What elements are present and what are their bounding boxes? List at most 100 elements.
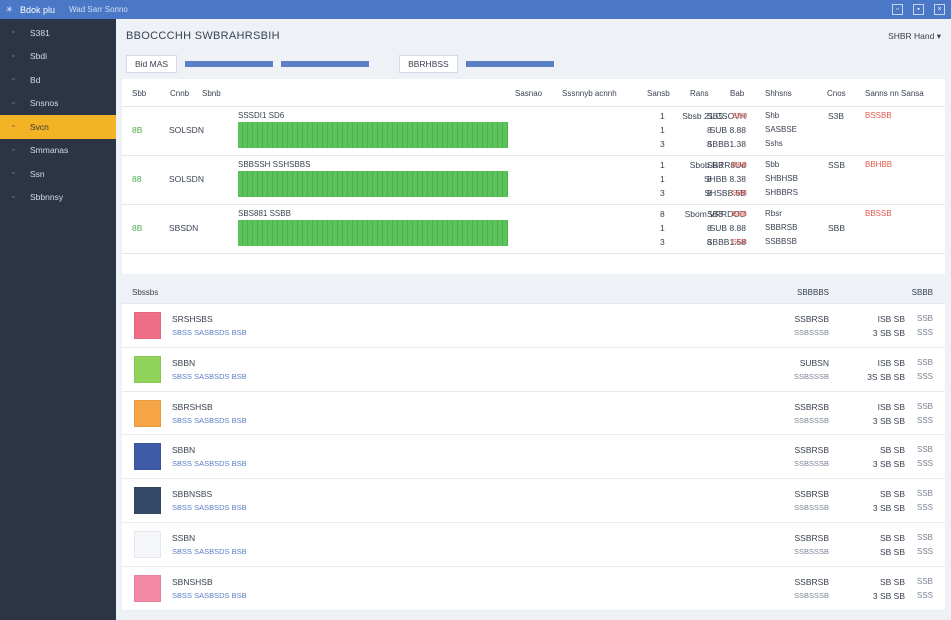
item-value: SSBRSB: [794, 401, 830, 412]
progress-label: SBS881 SSBB: [238, 209, 291, 218]
progress-label: SSSDI1 SD6: [238, 111, 285, 120]
cell-st: Sshs: [765, 139, 783, 148]
item-amount-sub: 3 SB SB: [872, 415, 905, 426]
item-value-sub: SSBSSSB: [793, 459, 829, 469]
list-item[interactable]: SBBNSBS SBSS SASBSDS BSB SSBRSB SSBSSSB SB S…: [122, 479, 945, 523]
column-header[interactable]: Sssnnyb acnnh: [562, 89, 617, 98]
title-bar: ✳ Bdok plu Wad Sarr Sonno ▫ ▪ ×: [0, 0, 951, 19]
column-header[interactable]: Cnos: [827, 89, 846, 98]
row-date: SOLSDN: [169, 125, 204, 135]
sidebar-item-5[interactable]: ▫ Smmanas: [0, 139, 116, 163]
tab-bar-2[interactable]: [281, 61, 370, 67]
cell-n1: 1: [660, 174, 665, 184]
color-swatch: [134, 355, 161, 383]
user-menu[interactable]: SHBR Hand ▾: [888, 30, 941, 41]
column-header[interactable]: Sbb: [132, 89, 147, 98]
nav-icon: ▫: [12, 123, 15, 131]
cell-st: SSBBSB: [765, 237, 798, 246]
item-detail: SBSS SASBSDS BSB: [172, 459, 247, 469]
item-detail: SBSS SASBSDS BSB: [172, 415, 247, 425]
column-header[interactable]: Bab: [730, 89, 745, 98]
cell-names: SBBB1.58: [706, 237, 746, 247]
item-value: SSBRSB: [794, 576, 830, 587]
page-title: BBOCCCHH SWBRAHRSBIH: [126, 30, 280, 42]
cell-n3: SSB: [732, 237, 748, 246]
row-id: 8B: [132, 125, 143, 135]
cell-n3: SBD: [732, 111, 748, 120]
cell-n1: 3: [660, 139, 665, 149]
sidebar-item-7[interactable]: ▫ Sbbnnsy: [0, 186, 116, 210]
progress-bar: [238, 220, 508, 246]
items-list: Sbssbs SBBBBS SBBB SRSHSBS SBSS SASBSDS B…: [122, 280, 945, 611]
table-row[interactable]: 88 SOLSDN SBBSSH SSHSBBS Sbob.RRR8Ud SHBB 8.…: [122, 156, 945, 205]
sidebar-item-6[interactable]: ▫ Ssn: [0, 162, 116, 186]
list-item[interactable]: SBBN SBSS SASBSDS BSB SUBSN SSBSSSB ISB SB 3S…: [122, 348, 945, 392]
sidebar-item-4[interactable]: ▫ Svcn: [0, 115, 116, 139]
row-date: SOLSDN: [169, 174, 204, 184]
list-item[interactable]: SBBN SBSS SASBSDS BSB SSBRSB SSBSSSB SB SB 3 …: [122, 435, 945, 480]
progress-bar: [238, 122, 508, 148]
item-amount: SB SB: [879, 532, 905, 543]
sidebar-item-0[interactable]: ▫ S381: [0, 21, 116, 45]
cell-names: Sbsb 21.CSOVH: [682, 111, 746, 121]
sidebar-item-2[interactable]: ▫ Bd: [0, 68, 116, 92]
column-header[interactable]: Shhsns: [765, 89, 792, 98]
cell-n1: 3: [660, 237, 665, 247]
nav-icon: ▫: [12, 29, 15, 37]
table-row[interactable]: 8B SOLSDN SSSDI1 SD6 Sbsb 21.CSOVH SUB 8.88 S…: [122, 107, 945, 156]
close-button[interactable]: ×: [934, 4, 945, 15]
column-header[interactable]: Sasnao: [515, 89, 543, 98]
progress-bar: [238, 171, 508, 197]
color-swatch: [134, 312, 161, 339]
sidebar-item-1[interactable]: ▫ Sbdi: [0, 45, 116, 69]
item-unit: SSB: [916, 445, 933, 455]
cell-st: Rbsr: [765, 209, 782, 218]
app-icon: ✳: [6, 4, 13, 14]
cell-st: SASBSE: [765, 125, 798, 134]
cell-names: SBBB1.38: [706, 139, 746, 149]
tab-bar-1[interactable]: [185, 61, 274, 67]
item-value: SSBRSB: [794, 314, 830, 324]
list-item[interactable]: SBRSHSB SBSS SASBSDS BSB SSBRSB SSBSSSB ISB …: [122, 392, 945, 436]
column-header[interactable]: Cnnb: [170, 89, 190, 98]
main-content: BBOCCCHH SWBRAHRSBIH SHBR Hand ▾ Bid MAS…: [116, 19, 951, 620]
cell-s2: SBB: [828, 223, 846, 233]
column-header[interactable]: Rans: [690, 89, 709, 98]
item-unit-sub: SSS: [916, 328, 933, 337]
list-item[interactable]: SRSHSBS SBSS SASBSDS BSB SSBRSB SSBSSSB ISB …: [122, 304, 945, 348]
item-value: SSBRSB: [794, 445, 830, 456]
item-name: SBBN: [172, 357, 196, 368]
maximize-button[interactable]: ▪: [913, 4, 924, 15]
list-item[interactable]: SBNSHSB SBSS SASBSDS BSB SSBRSB SSBSSSB SB S…: [122, 567, 945, 611]
cell-names: SUB 8.88: [709, 223, 746, 233]
cell-n3: BBB: [732, 160, 748, 169]
cell-names: Sbob.RRR8Ud: [689, 160, 746, 170]
list-item[interactable]: SSBN SBSS SASBSDS BSB SSBRSB SSBSSSB SB SB SB…: [122, 523, 945, 567]
column-header[interactable]: Sansb: [647, 89, 670, 98]
minimize-button[interactable]: ▫: [892, 4, 903, 15]
filter-chip-2[interactable]: BBRHBSS: [399, 55, 458, 73]
item-amount-sub: 3 SB SB: [872, 459, 905, 470]
cell-n1: 1: [660, 111, 665, 121]
cell-s2: SSB: [828, 160, 846, 170]
column-header[interactable]: Sanns nn Sansa: [865, 89, 924, 98]
item-name: SRSHSBS: [172, 314, 213, 324]
cell-names: SUB 8.88: [709, 125, 746, 135]
tab-bar-3[interactable]: [465, 61, 554, 67]
column-header[interactable]: Sbnb: [202, 89, 221, 98]
item-detail: SBSS SASBSDS BSB: [172, 590, 247, 600]
filter-chip[interactable]: Bid MAS: [126, 55, 178, 73]
row-id: 88: [132, 174, 142, 184]
item-unit: SSB: [916, 576, 933, 586]
row-id: 8B: [132, 223, 143, 233]
sidebar: ▫ S381 ▫ Sbdi ▫ Bd ▫ Snsnos ▫ Svcn ▫ Smmanas ▫ Ssn ▫ Sb…: [0, 19, 116, 620]
cell-s2: S3B: [828, 111, 845, 121]
cell-st: SBBRSB: [765, 223, 798, 232]
progress-fill: [238, 171, 508, 197]
nav-icon: ▫: [12, 52, 15, 60]
list-header-col3: SBBB: [911, 288, 933, 297]
progress-fill: [238, 122, 508, 148]
sidebar-item-3[interactable]: ▫ Snsnos: [0, 92, 116, 116]
table-row[interactable]: 8B SBSDN SBS881 SSBB Sbom VRRDOD SUB 8.88 SBB…: [122, 205, 945, 254]
sidebar-item-label: Smmanas: [30, 145, 69, 156]
